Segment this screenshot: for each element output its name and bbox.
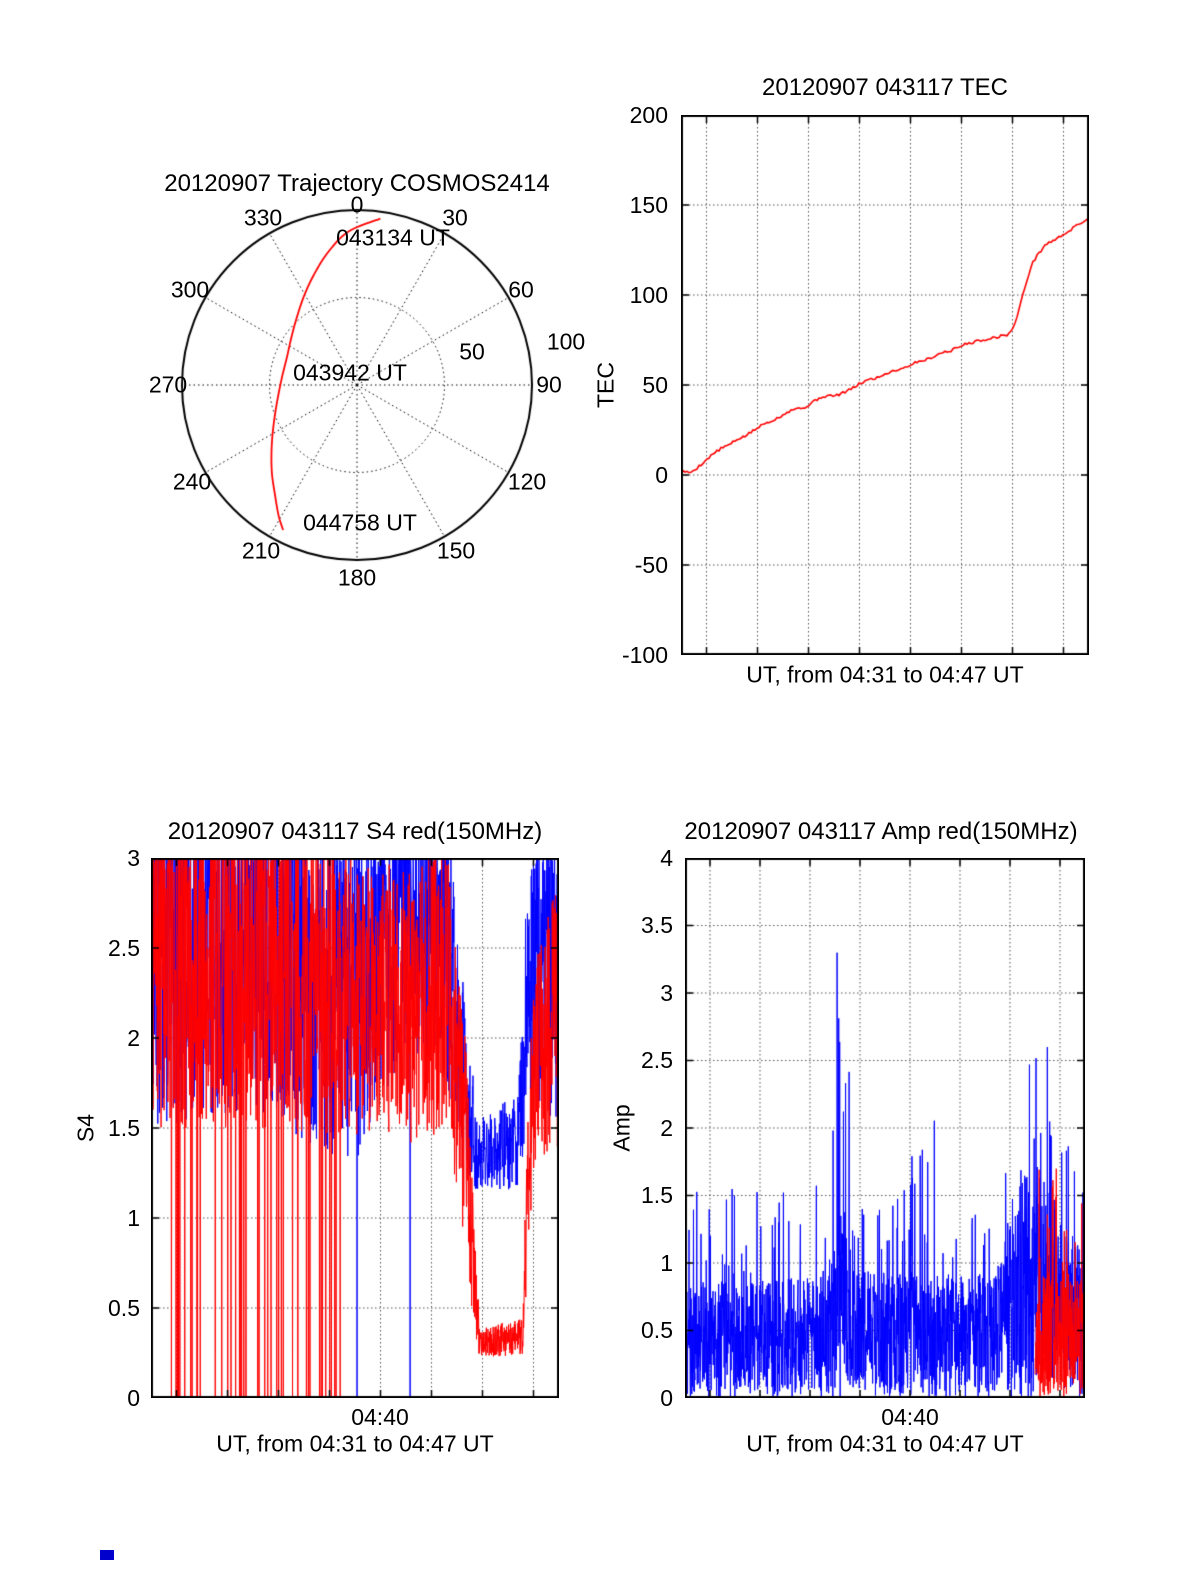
azimuth-label-300: 300	[170, 276, 210, 303]
s4-x-axis-label: UT, from 04:31 to 04:47 UT	[216, 1430, 494, 1457]
s4-y-tick-3: 3	[127, 845, 140, 871]
amp-y-tick-0-5: 0.5	[641, 1317, 673, 1343]
azimuth-label-90: 90	[536, 371, 562, 398]
azimuth-label-270: 270	[148, 371, 188, 398]
azimuth-label-30: 30	[442, 204, 468, 231]
trajectory-title: 20120907 Trajectory COSMOS2414	[164, 170, 550, 197]
tec-y-tick-100: 100	[629, 282, 668, 308]
azimuth-label-330: 330	[243, 204, 283, 231]
ring-label-100: 100	[546, 328, 586, 355]
s4-y-tick-2-5: 2.5	[108, 935, 140, 961]
azimuth-label-240: 240	[172, 468, 212, 495]
azimuth-label-210: 210	[241, 537, 281, 564]
amp-plot-canvas	[685, 858, 1085, 1398]
tec-y-tick--50: -50	[634, 552, 668, 578]
azimuth-label-60: 60	[508, 276, 534, 303]
tec-y-tick-200: 200	[629, 102, 668, 128]
amp-y-tick-2-5: 2.5	[641, 1047, 673, 1073]
tec-y-tick-0: 0	[655, 462, 668, 488]
amp-y-tick-3-5: 3.5	[641, 912, 673, 938]
amp-y-tick-4: 4	[660, 845, 673, 871]
azimuth-label-120: 120	[507, 468, 547, 495]
tec-y-tick-50: 50	[642, 372, 668, 398]
s4-y-tick-1-5: 1.5	[108, 1115, 140, 1141]
azimuth-label-150: 150	[436, 537, 476, 564]
azimuth-label-180: 180	[337, 564, 377, 591]
amp-y-tick-0: 0	[660, 1385, 673, 1411]
s4-y-tick-0: 0	[127, 1385, 140, 1411]
amp-x-tick-0440: 04:40	[881, 1404, 939, 1430]
amp-x-axis-label: UT, from 04:31 to 04:47 UT	[746, 1430, 1024, 1457]
track-end-time-annotation: 044758 UT	[303, 509, 417, 536]
track-middle-time-annotation: 043942 UT	[293, 359, 407, 386]
amp-y-tick-1: 1	[660, 1250, 673, 1276]
amp-y-tick-1-5: 1.5	[641, 1182, 673, 1208]
amp-y-tick-3: 3	[660, 980, 673, 1006]
tec-y-tick-150: 150	[629, 192, 668, 218]
s4-plot-canvas	[151, 858, 559, 1398]
tec-x-axis-label: UT, from 04:31 to 04:47 UT	[746, 661, 1024, 688]
s4-y-tick-2: 2	[127, 1025, 140, 1051]
s4-y-tick-0-5: 0.5	[108, 1295, 140, 1321]
ring-label-50: 50	[459, 338, 485, 365]
trajectory-plot-canvas	[155, 180, 565, 590]
s4-title: 20120907 043117 S4 red(150MHz)	[167, 818, 543, 845]
s4-y-tick-1: 1	[127, 1205, 140, 1231]
azimuth-label-0: 0	[350, 191, 364, 218]
amp-title: 20120907 043117 Amp red(150MHz)	[684, 818, 1078, 845]
tec-y-tick--100: -100	[621, 642, 668, 668]
amp-y-tick-2: 2	[660, 1115, 673, 1141]
s4-x-tick-0440: 04:40	[351, 1404, 409, 1430]
tec-title: 20120907 043117 TEC	[762, 74, 1008, 101]
track-start-time-annotation: 043134 UT	[336, 224, 450, 251]
corner-mark	[100, 1550, 114, 1560]
tec-plot-canvas	[681, 115, 1089, 655]
